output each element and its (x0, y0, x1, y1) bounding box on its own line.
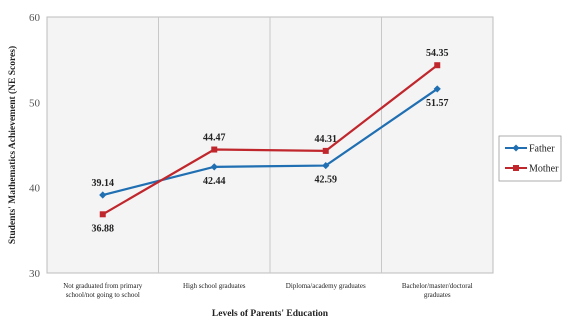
data-label-mother: 44.47 (203, 133, 226, 144)
data-point-mother (211, 146, 218, 153)
data-point-mother (99, 211, 106, 218)
legend-label-father: Father (529, 144, 555, 155)
data-point-father (99, 191, 107, 199)
x-axis-category-labels: Not graduated from primary school/not goi… (63, 282, 472, 299)
data-label-father: 39.14 (92, 178, 115, 189)
data-point-mother (322, 147, 329, 154)
series-layer (99, 62, 441, 218)
legend: Father Mother (498, 135, 562, 182)
data-label-mother: 54.35 (426, 48, 449, 59)
x-axis-title: Levels of Parents' Education (212, 309, 329, 319)
data-labels: 39.14 42.44 42.59 51.57 36.88 44.47 44.31 54.35 (92, 48, 449, 234)
x-category-label: High school graduates (183, 282, 246, 290)
data-label-father: 42.44 (203, 176, 226, 187)
data-label-mother: 44.31 (315, 134, 338, 145)
data-point-mother (434, 62, 441, 69)
x-category-label: Bachelor/master/doctoral graduates (402, 282, 473, 299)
data-label-father: 42.59 (315, 175, 338, 186)
y-tick-label: 60 (29, 12, 41, 24)
legend-marker-father (512, 144, 520, 152)
data-point-father (210, 163, 218, 171)
data-label-father: 51.57 (426, 98, 449, 109)
series-line-mother (102, 64, 438, 216)
data-label-mother: 36.88 (92, 223, 115, 234)
legend-marker-mother (513, 165, 519, 171)
x-category-label: Diploma/academy graduates (286, 282, 366, 290)
y-axis-title: Students' Mathematics Achievement (NE Sc… (7, 46, 18, 244)
legend-label-mother: Mother (529, 164, 559, 175)
y-tick-label: 50 (29, 97, 41, 109)
y-axis-ticks: 30 40 50 60 (29, 12, 41, 280)
data-point-father (322, 161, 330, 170)
data-point-father (433, 85, 441, 93)
y-tick-label: 30 (29, 268, 41, 280)
x-category-label: Not graduated from primary school/not goi… (63, 282, 143, 299)
y-tick-label: 40 (29, 183, 41, 195)
category-gridlines (158, 17, 382, 273)
legend-box (498, 135, 562, 182)
